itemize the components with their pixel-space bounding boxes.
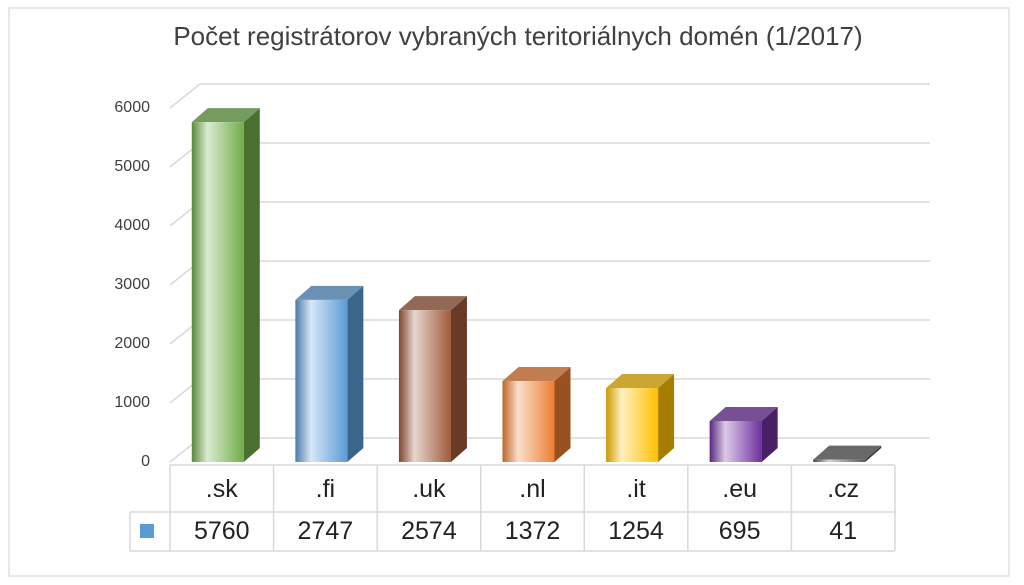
table-value: 2574 bbox=[401, 517, 457, 545]
chart-title: Počet registrátorov vybraných teritoriál… bbox=[173, 21, 862, 51]
y-tick-label: 1000 bbox=[114, 394, 150, 411]
table-value: 2747 bbox=[298, 517, 354, 545]
bar-top bbox=[709, 406, 778, 421]
x-tick-label: .eu bbox=[722, 475, 757, 503]
x-tick-label: .sk bbox=[206, 475, 238, 503]
bar-side bbox=[761, 406, 778, 462]
bar-top bbox=[606, 374, 675, 389]
x-tick-label: .nl bbox=[519, 475, 545, 503]
bar-top bbox=[398, 296, 467, 311]
bar bbox=[606, 388, 659, 462]
table-value: 5760 bbox=[194, 517, 250, 545]
bar-top bbox=[502, 367, 571, 382]
table-value: 41 bbox=[829, 517, 857, 545]
legend-key bbox=[140, 524, 154, 538]
bar bbox=[502, 381, 555, 462]
grid-line-depth bbox=[169, 83, 201, 109]
y-tick-label: 4000 bbox=[114, 217, 150, 234]
table-value: 1372 bbox=[505, 517, 561, 545]
bar-side bbox=[450, 296, 467, 462]
bar bbox=[191, 122, 244, 462]
bar bbox=[709, 420, 762, 462]
y-tick-label: 2000 bbox=[114, 335, 150, 352]
bar-side bbox=[347, 285, 364, 462]
y-tick-label: 6000 bbox=[114, 99, 150, 116]
bar-side bbox=[658, 374, 675, 462]
plot-area: 0 1000 2000 3000 4000 5000 6000 .sk 5760 .fi 2747.… bbox=[114, 83, 930, 552]
bar bbox=[813, 459, 866, 462]
bar bbox=[295, 299, 348, 462]
bar-top bbox=[191, 108, 260, 123]
bar bbox=[398, 310, 451, 462]
y-tick-label: 3000 bbox=[114, 276, 150, 293]
bar-side bbox=[554, 367, 571, 462]
x-tick-label: .cz bbox=[827, 475, 859, 503]
bar-top bbox=[813, 445, 882, 460]
y-tick-label: 5000 bbox=[114, 158, 150, 175]
bar-side bbox=[243, 108, 260, 462]
bar-top bbox=[295, 285, 364, 300]
y-tick-label: 0 bbox=[141, 453, 150, 470]
bar-side bbox=[865, 445, 882, 462]
x-tick-label: .fi bbox=[316, 475, 335, 503]
table-value: 695 bbox=[719, 517, 761, 545]
table-value: 1254 bbox=[608, 517, 664, 545]
x-tick-label: .it bbox=[626, 475, 646, 503]
x-tick-label: .uk bbox=[412, 475, 446, 503]
